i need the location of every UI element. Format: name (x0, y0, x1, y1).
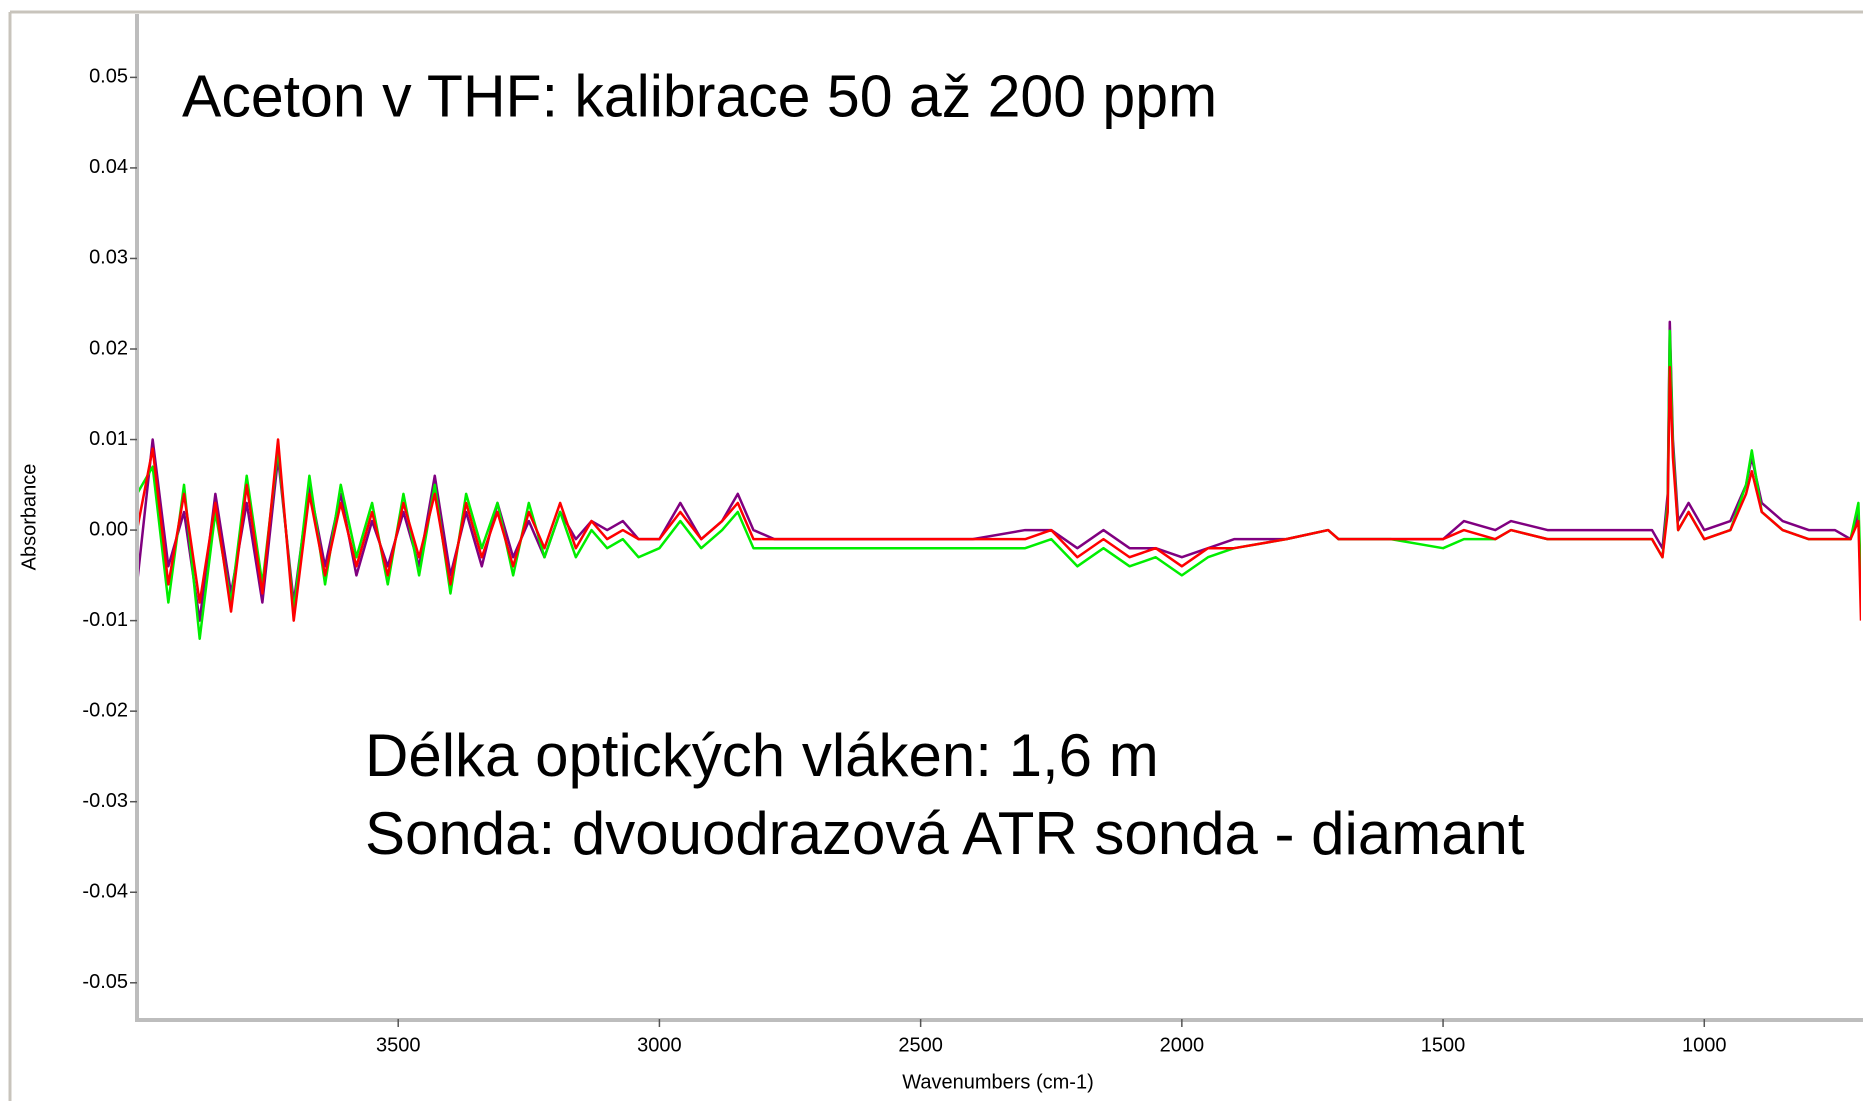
annotation: Délka optických vláken: 1,6 m (365, 722, 1159, 789)
spectrum-line (137, 329, 1861, 640)
y-axis-title: Absorbance (18, 464, 40, 571)
x-tick-label: 3500 (376, 1034, 421, 1056)
x-tick-label: 2500 (898, 1034, 943, 1056)
y-tick-label: -0.03 (82, 790, 128, 812)
y-tick-label: 0.05 (89, 66, 128, 88)
annotation: Sonda: dvouodrazová ATR sonda - diamant (365, 800, 1525, 867)
y-tick-label: 0.01 (89, 428, 128, 450)
y-tick-label: -0.02 (82, 699, 128, 721)
x-tick-label: 3000 (637, 1034, 682, 1056)
x-tick-label: 2000 (1160, 1034, 1205, 1056)
y-tick-label: 0.02 (89, 337, 128, 359)
y-tick-label: -0.04 (82, 881, 128, 903)
y-tick-label: -0.05 (82, 971, 128, 993)
y-tick-label: 0.00 (89, 518, 128, 540)
y-tick-label: 0.03 (89, 247, 128, 269)
spectrum-line (137, 365, 1861, 622)
chart-title: Aceton v THF: kalibrace 50 až 200 ppm (182, 64, 1217, 130)
series-layer (137, 320, 1861, 640)
x-tick-label: 1000 (1682, 1034, 1727, 1056)
x-axis-title: Wavenumbers (cm-1) (902, 1071, 1094, 1093)
y-tick-label: 0.04 (89, 156, 128, 178)
spectrum-line (137, 320, 1861, 622)
x-tick-label: 1500 (1421, 1034, 1466, 1056)
y-tick-label: -0.01 (82, 609, 128, 631)
